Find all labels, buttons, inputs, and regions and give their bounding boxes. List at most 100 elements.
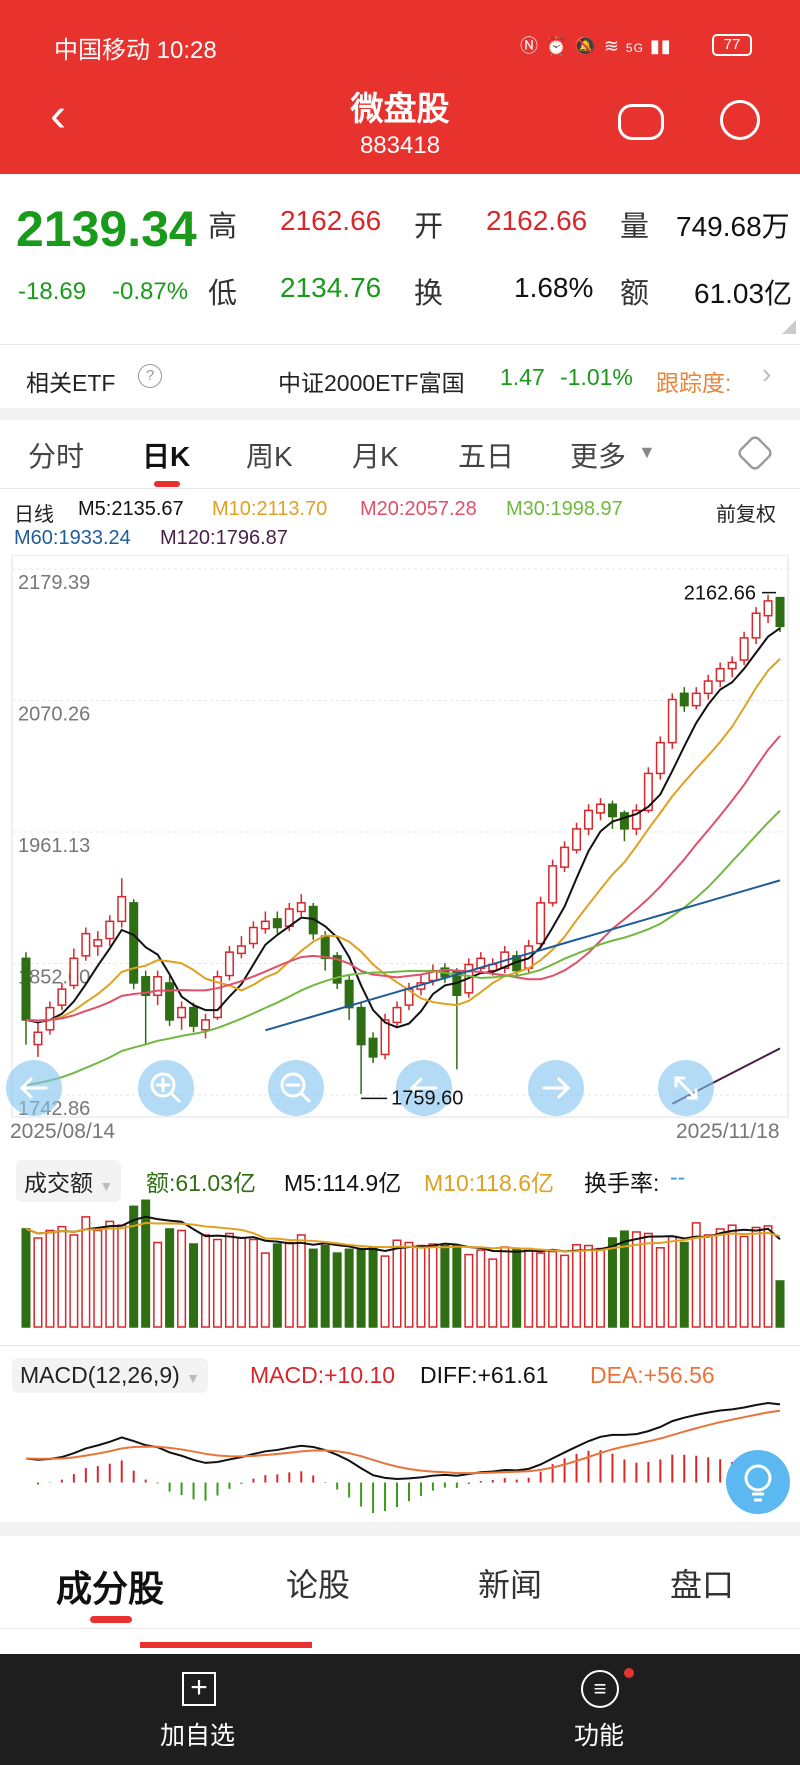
etf-price: 1.47 [500,364,545,390]
volume-bar [284,1241,294,1328]
add-watchlist-button[interactable]: 加自选 [160,1722,236,1750]
candle-body [224,951,234,977]
tab-news[interactable]: 新闻 [478,1567,543,1603]
vol-m5-readout: M5:114.9亿 [284,1170,402,1196]
volume-bar [117,1224,127,1328]
volume-bar [320,1244,330,1328]
volume-bar [380,1255,390,1328]
volume-bar [129,1205,139,1328]
chevron-right-icon[interactable]: › [762,358,772,389]
tab-daily-k[interactable]: 日K [142,441,191,472]
candle-body [380,1019,390,1056]
zoom-in-icon-glyph [169,1091,181,1103]
candle-body [572,828,582,851]
turnover-value: 1.68% [514,272,594,303]
low-label: 低 [208,278,238,310]
kline-chart[interactable]: 2179.392070.261961.131852.001742.862162.… [0,555,800,1120]
candle-body [93,939,103,947]
ma5-legend: M5:2135.67 [78,498,184,520]
dea-line [25,1409,781,1475]
function-button[interactable]: 功能 [574,1722,625,1750]
settings-icon[interactable] [735,433,775,473]
volume-bar [308,1248,318,1328]
open-value: 2162.66 [486,205,588,236]
adjust-mode[interactable]: 前复权 [716,504,776,526]
volume-m10-line [25,1222,781,1253]
lightbulb-icon[interactable] [726,1450,790,1514]
volume-bar [751,1226,761,1328]
tab-discussion[interactable]: 论股 [286,1567,351,1603]
candle-body [129,902,139,984]
etf-label: 相关ETF [26,370,116,396]
low-value: 2134.76 [280,272,382,303]
etf-name[interactable]: 中证2000ETF富国 [278,370,465,396]
volume-chart[interactable] [0,1195,800,1330]
tab-constituents[interactable]: 成分股 [56,1568,165,1609]
fullscreen-icon-glyph [674,1076,686,1088]
candle-body [189,1006,199,1027]
scroll-left-icon-glyph [409,1077,423,1099]
tab-five-day[interactable]: 五日 [458,441,515,472]
tab-orderbook[interactable]: 盘口 [670,1567,735,1603]
expand-icon[interactable] [782,320,796,334]
macd-indicator-select[interactable]: MACD(12,26,9) ▼ [12,1358,209,1393]
help-icon[interactable]: ? [138,364,162,388]
candle-body [775,596,785,628]
macd-chart[interactable] [0,1395,800,1520]
tab-fenshi[interactable]: 分时 [28,441,85,472]
battery-icon: 77 [712,34,752,56]
robot-icon[interactable] [618,104,664,140]
change: -18.69 [18,278,87,305]
search-icon[interactable] [720,100,760,140]
change-pct: -0.87% [112,278,189,305]
ma20-line [25,735,781,1022]
candle-body [619,812,629,830]
macd-title: MACD(12,26,9) [20,1362,180,1388]
back-arrow-icon[interactable]: ‹ [50,89,66,142]
zoom-out-icon[interactable] [268,1060,324,1116]
candle-body [548,865,558,904]
ma-type: 日线 [14,504,54,526]
divider [0,344,800,345]
tab-more[interactable]: 更多 [570,441,627,472]
tab-monthly-k[interactable]: 月K [352,441,399,472]
lightbulb-glyph [744,1464,772,1502]
volume-bar [584,1244,594,1328]
volume-bar [739,1235,749,1328]
ma60-line [265,879,781,1032]
volume-bar [153,1241,163,1328]
candle-body [57,988,67,1006]
chart-frame [11,555,789,1118]
candle-body [177,1006,187,1019]
zoom-in-icon[interactable] [138,1060,194,1116]
menu-icon[interactable]: ≡ [581,1670,619,1708]
candle-body [703,680,713,695]
candle-body [81,932,91,957]
tab-weekly-k[interactable]: 周K [246,441,293,472]
turnover-readout-value: -- [670,1164,686,1190]
candle-body [236,945,246,955]
candle-body [153,976,163,997]
volume-bar [548,1250,558,1328]
volume-bar [667,1235,677,1328]
page-title: 微盘股 [350,90,450,127]
status-icons: Ⓝ ⏰ 🔕 ≋ 5G ▮▮ [520,36,672,56]
candle-body [584,809,594,830]
turnover-label: 换 [414,278,444,310]
ma10-line [25,658,781,1023]
ma5-line [25,627,781,1029]
candle-body [691,692,701,707]
ma10-legend: M10:2113.70 [212,498,328,520]
volume-bar [368,1247,378,1328]
candle-body [248,926,258,945]
zoom-in-icon-glyph [150,1072,176,1098]
add-icon[interactable]: + [182,1672,216,1706]
volume-bar [332,1252,342,1328]
volume-indicator-select[interactable]: 成交额 ▼ [16,1160,122,1202]
volume-bar [189,1243,199,1328]
volume-bar [69,1234,79,1328]
volume-bar [296,1234,306,1328]
turnover-readout: 换手率: [584,1170,660,1196]
candle-body [739,637,749,661]
caret-down-icon: ▼ [99,1178,114,1194]
